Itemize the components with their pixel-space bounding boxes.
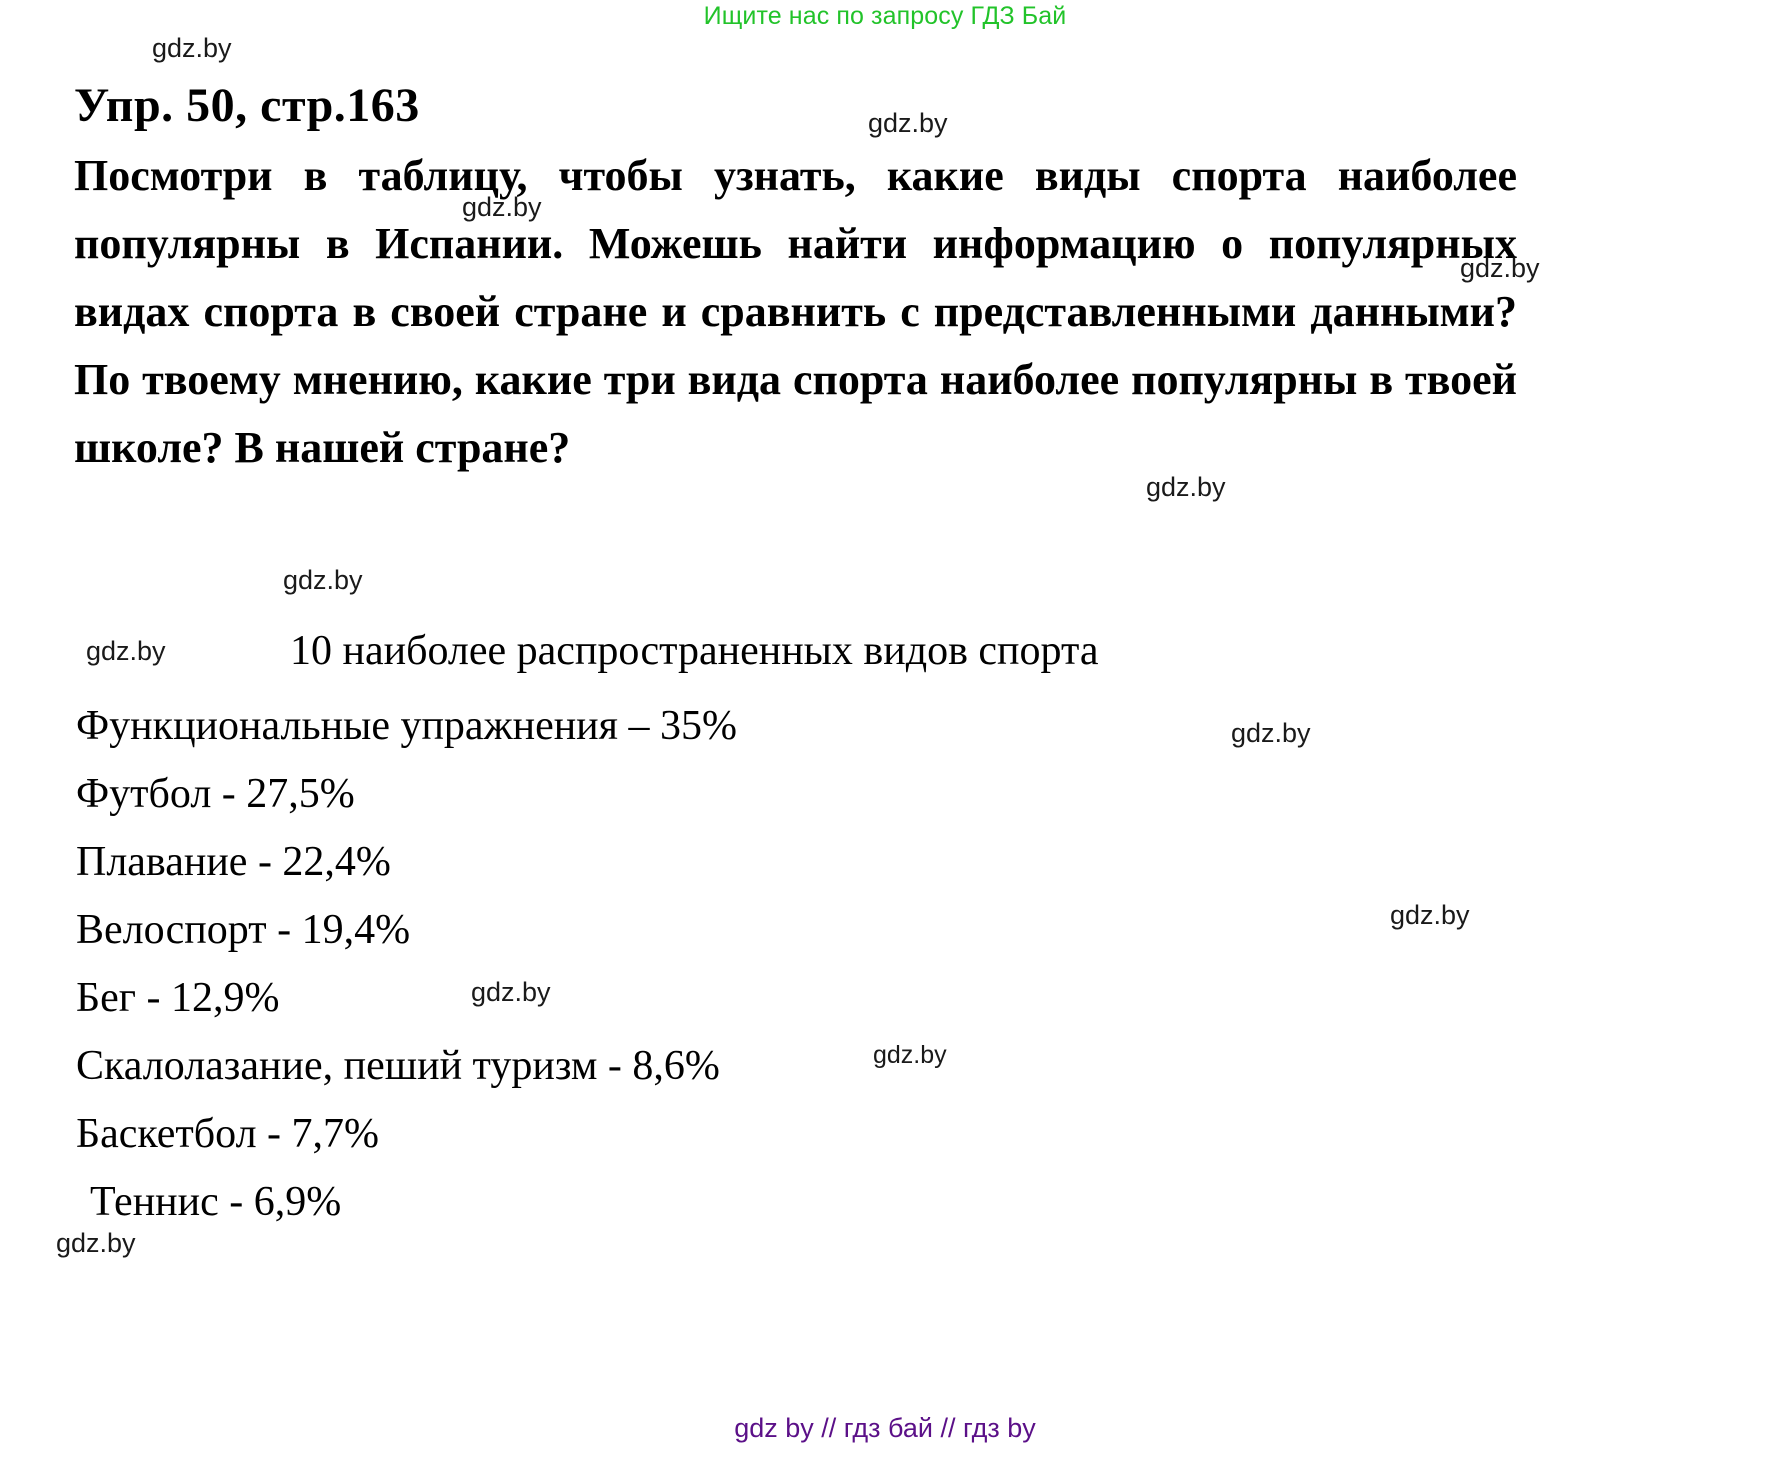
watermark: gdz.by: [1390, 900, 1470, 930]
watermark: gdz.by: [86, 636, 166, 666]
promo-banner: Ищите нас по запросу ГДЗ Бай: [703, 2, 1067, 30]
watermark: gdz.by: [471, 977, 551, 1007]
watermark: gdz.by: [873, 1041, 947, 1069]
watermark: gdz.by: [283, 565, 363, 595]
watermark: gdz.by: [868, 108, 948, 138]
watermark: gdz.by: [462, 192, 542, 222]
list-item: Баскетбол - 7,7%: [76, 1111, 380, 1157]
exercise-title: Упр. 50, стр.163: [74, 79, 420, 132]
sports-list: Функциональные упражнения – 35% Футбол -…: [76, 692, 1376, 1236]
sports-list-title: 10 наиболее распространенных видов спорт…: [290, 628, 1099, 674]
list-item: Велоспорт - 19,4%: [76, 907, 411, 953]
list-item: Бег - 12,9%: [76, 975, 280, 1021]
list-item: Плавание - 22,4%: [76, 839, 391, 885]
list-item: Футбол - 27,5%: [76, 771, 355, 817]
task-paragraph: Посмотри в таблицу, чтобы узнать, какие …: [74, 151, 1517, 472]
list-item: Теннис - 6,9%: [90, 1179, 342, 1225]
list-item: Скалолазание, пеший туризм - 8,6%: [76, 1043, 720, 1089]
watermark: gdz.by: [1460, 253, 1540, 283]
list-item: Функциональные упражнения – 35%: [76, 703, 737, 749]
watermark: gdz.by: [1146, 472, 1226, 502]
footer-branding: gdz by // гдз бай // гдз by: [734, 1413, 1036, 1443]
watermark: gdz.by: [152, 33, 232, 63]
watermark: gdz.by: [56, 1228, 136, 1258]
watermark: gdz.by: [1231, 718, 1311, 748]
